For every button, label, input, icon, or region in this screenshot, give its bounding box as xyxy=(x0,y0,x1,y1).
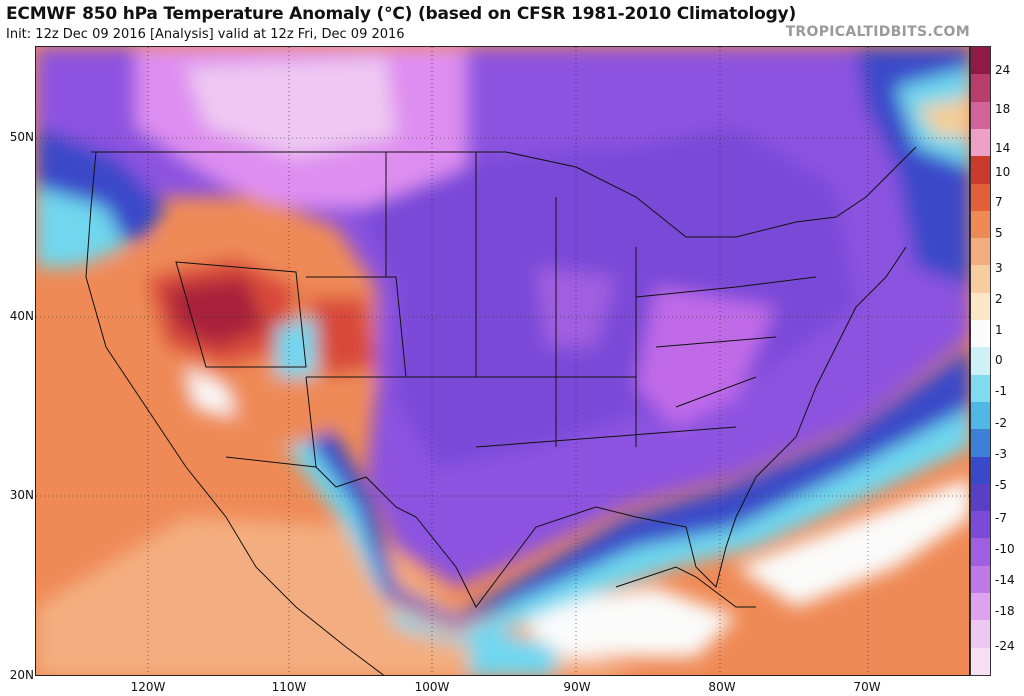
colorbar-label: -10 xyxy=(995,542,1015,556)
lon-label-100w: 100W xyxy=(414,680,450,694)
anomaly-field xyxy=(36,47,969,675)
colorbar-label: 1 xyxy=(995,323,1003,337)
colorbar-segment xyxy=(971,74,990,103)
state-lines-colorado xyxy=(306,276,407,378)
map-canvas xyxy=(36,47,969,675)
lat-label-50n: 50N xyxy=(9,130,34,144)
colorbar-segment xyxy=(971,265,990,294)
lat-label-20n: 20N xyxy=(9,668,34,682)
header: ECMWF 850 hPa Temperature Anomaly (°C) (… xyxy=(0,0,1024,46)
colorbar-segment xyxy=(971,401,990,430)
map-subtitle: Init: 12z Dec 09 2016 [Analysis] valid a… xyxy=(6,27,405,42)
colorbar-label: 18 xyxy=(995,102,1011,116)
colorbar-segment xyxy=(971,538,990,567)
west-coast xyxy=(85,151,385,675)
colorbar-segment xyxy=(971,156,990,184)
lon-label-120w: 120W xyxy=(130,680,166,694)
anomaly-map xyxy=(35,46,970,676)
colorbar-label: 7 xyxy=(995,195,1003,209)
colorbar-segment xyxy=(971,620,990,649)
colorbar-segment xyxy=(971,483,990,512)
colorbar-label: -24 xyxy=(995,639,1015,653)
colorbar-label: 3 xyxy=(995,261,1003,275)
state-lines-central xyxy=(305,152,737,468)
colorbar-label: 2 xyxy=(995,292,1003,306)
colorbar-segment xyxy=(971,210,990,239)
colorbar-label: -18 xyxy=(995,604,1015,618)
lon-label-110w: 110W xyxy=(271,680,307,694)
colorbar-segment xyxy=(971,101,990,130)
colorbar xyxy=(970,46,991,676)
colorbar-segment xyxy=(971,565,990,594)
colorbar-label: -3 xyxy=(995,447,1007,461)
colorbar-segment xyxy=(971,429,990,458)
boundaries xyxy=(85,146,917,675)
colorbar-label: -1 xyxy=(995,384,1007,398)
colorbar-segment xyxy=(971,320,990,348)
brand-watermark: TROPICALTIDBITS.COM xyxy=(785,24,970,40)
colorbar-label: -5 xyxy=(995,478,1007,492)
colorbar-segment xyxy=(971,292,990,321)
colorbar-segment xyxy=(971,511,990,539)
grid-lines xyxy=(36,47,969,675)
colorbar-segment xyxy=(971,647,990,676)
lon-label-70w: 70W xyxy=(853,680,881,694)
colorbar-segment xyxy=(971,374,990,403)
lon-label-90w: 90W xyxy=(563,680,591,694)
colorbar-segment xyxy=(971,238,990,266)
colorbar-segment xyxy=(971,347,990,376)
colorbar-segment xyxy=(971,128,990,157)
colorbar-label: -14 xyxy=(995,573,1015,587)
colorbar-segment xyxy=(971,456,990,485)
lon-label-80w: 80W xyxy=(708,680,736,694)
colorbar-segment xyxy=(971,47,990,75)
colorbar-label: 10 xyxy=(995,165,1011,179)
lat-label-30n: 30N xyxy=(9,488,34,502)
colorbar-label: 5 xyxy=(995,226,1003,240)
caribbean-coast xyxy=(615,566,756,608)
colorbar-label: 14 xyxy=(995,141,1011,155)
colorbar-segment xyxy=(971,593,990,621)
state-lines-east xyxy=(635,276,817,408)
colorbar-label: 24 xyxy=(995,63,1011,77)
colorbar-label: -2 xyxy=(995,416,1007,430)
gulf-east-coast xyxy=(225,246,907,608)
state-lines-west xyxy=(175,261,307,368)
lat-label-40n: 40N xyxy=(9,309,34,323)
colorbar-label: 0 xyxy=(995,353,1003,367)
colorbar-label: -7 xyxy=(995,511,1007,525)
colorbar-segment xyxy=(971,183,990,212)
map-title: ECMWF 850 hPa Temperature Anomaly (°C) (… xyxy=(6,4,797,24)
canada-border xyxy=(91,146,917,238)
